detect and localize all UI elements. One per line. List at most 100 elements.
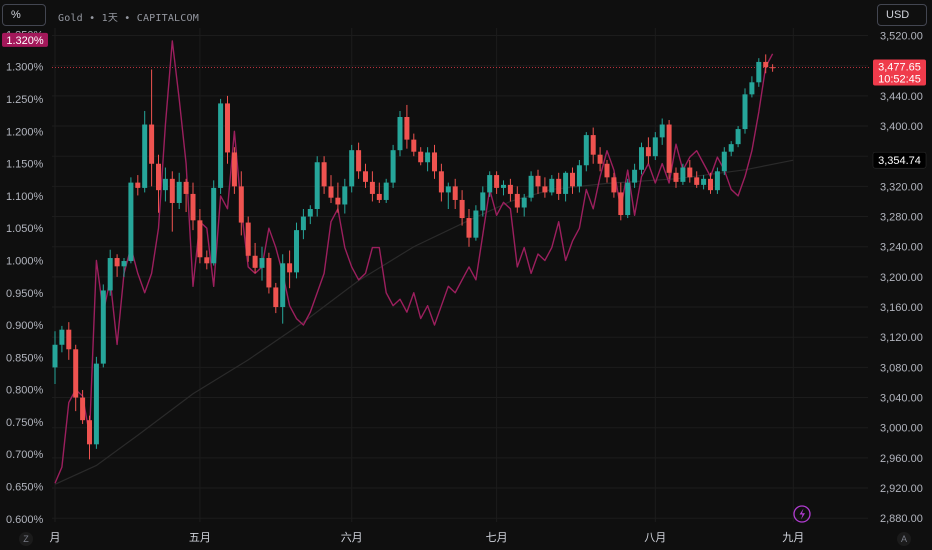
- candle: [770, 64, 776, 72]
- candle: [183, 178, 189, 213]
- candle: [687, 159, 693, 183]
- left-percent-axis: 1.350%1.300%1.250%1.200%1.150%1.100%1.05…: [6, 29, 44, 525]
- percent-badge-value: 1.320%: [6, 35, 44, 47]
- candle-body: [176, 181, 182, 203]
- candle: [142, 110, 148, 193]
- candle: [273, 282, 279, 314]
- candle: [542, 177, 548, 198]
- candle-body: [507, 184, 513, 194]
- candle: [563, 171, 569, 202]
- candle-body: [149, 124, 155, 164]
- candle-body: [590, 135, 596, 155]
- candle-body: [680, 167, 686, 182]
- candle: [480, 186, 486, 217]
- candle-body: [66, 329, 72, 350]
- price-tick-label: 3,240.00: [880, 242, 923, 254]
- candle: [93, 356, 99, 449]
- candle: [135, 175, 141, 196]
- candle: [211, 180, 217, 266]
- candle-body: [459, 199, 465, 219]
- candle: [411, 133, 417, 157]
- candle: [390, 144, 396, 188]
- instrument-name: Gold: [58, 13, 83, 24]
- candle-body: [473, 210, 479, 238]
- candle: [507, 178, 513, 202]
- candle: [176, 172, 182, 210]
- candle: [114, 254, 120, 277]
- candle-body: [52, 344, 58, 368]
- candle-body: [494, 175, 500, 188]
- candle-body: [694, 177, 700, 185]
- candle: [190, 182, 196, 231]
- percent-tick-label: 0.600%: [6, 514, 44, 526]
- price-tick-label: 3,160.00: [880, 302, 923, 314]
- candle-body: [307, 209, 313, 217]
- candle: [156, 154, 161, 213]
- candle-body: [597, 154, 603, 164]
- candle: [494, 171, 500, 194]
- candle: [714, 167, 720, 194]
- candle: [314, 156, 320, 217]
- candle-body: [356, 150, 362, 172]
- ma-price-value: 3,354.74: [878, 155, 921, 167]
- candle: [473, 205, 479, 241]
- candle-body: [445, 186, 451, 193]
- candle-body: [100, 290, 106, 364]
- candle: [376, 182, 382, 203]
- candle-body: [321, 162, 327, 187]
- candle-body: [73, 349, 79, 398]
- price-tick-label: 3,440.00: [880, 91, 923, 103]
- percent-tick-label: 1.000%: [6, 255, 44, 267]
- lightning-icon[interactable]: [793, 505, 811, 523]
- candle-body: [611, 177, 617, 193]
- candle-body: [673, 172, 679, 182]
- currency-button[interactable]: USD: [877, 4, 927, 26]
- timeframe-label: 1天: [101, 13, 119, 24]
- candle-body: [169, 178, 175, 203]
- candle: [597, 147, 603, 172]
- candle-body: [273, 287, 279, 308]
- candle: [300, 209, 306, 240]
- candle: [521, 193, 527, 217]
- candle: [335, 182, 341, 213]
- candle-body: [231, 152, 237, 187]
- percent-tick-label: 0.900%: [6, 320, 44, 332]
- candle-body: [487, 175, 493, 193]
- candle-body: [300, 216, 306, 231]
- title-separator: •: [89, 13, 96, 24]
- percent-scale-button[interactable]: %: [2, 4, 46, 26]
- candle-body: [708, 178, 713, 191]
- candle-body: [452, 186, 458, 200]
- candle: [590, 127, 596, 164]
- candle: [528, 171, 534, 202]
- candle-body: [763, 61, 769, 68]
- candle: [121, 258, 127, 277]
- zoom-toggle-button[interactable]: Z: [19, 532, 33, 546]
- candle: [666, 120, 672, 179]
- candle: [245, 216, 251, 262]
- candle: [673, 167, 679, 188]
- candle: [225, 95, 230, 164]
- candle-body: [701, 178, 707, 185]
- candle-body: [121, 261, 127, 267]
- percent-tick-label: 0.750%: [6, 417, 44, 429]
- percent-tick-label: 0.650%: [6, 481, 44, 493]
- candle: [645, 137, 651, 164]
- candle-body: [335, 197, 341, 205]
- month-label: 五月: [189, 532, 211, 544]
- month-label: 九月: [782, 531, 804, 544]
- candle-body: [93, 363, 99, 445]
- candle-body: [204, 257, 210, 264]
- candle: [708, 172, 713, 194]
- candle-body: [411, 139, 417, 152]
- candle: [87, 415, 92, 460]
- auto-scale-button[interactable]: A: [897, 532, 911, 546]
- candle-body: [80, 397, 86, 421]
- candle: [514, 186, 520, 213]
- candle-body: [369, 181, 375, 194]
- candle-body: [107, 258, 113, 291]
- candle-body: [218, 103, 224, 188]
- candle-body: [156, 163, 161, 191]
- moving-average-path: [54, 159, 794, 485]
